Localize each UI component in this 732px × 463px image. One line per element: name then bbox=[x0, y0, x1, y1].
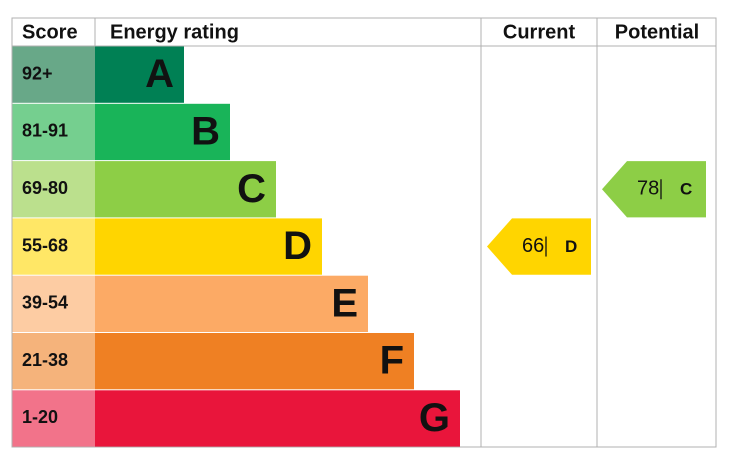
score-label: 21-38 bbox=[22, 350, 68, 370]
grid bbox=[11, 17, 717, 448]
score-label: 69-80 bbox=[22, 178, 68, 198]
rating-bar bbox=[95, 275, 368, 332]
score-cell bbox=[12, 390, 95, 447]
score-cell bbox=[12, 275, 95, 332]
current-letter: D bbox=[565, 237, 577, 256]
frame bbox=[11, 17, 717, 448]
rating-letter: E bbox=[331, 281, 358, 325]
rating-bar bbox=[95, 390, 460, 447]
rating-bar bbox=[95, 333, 414, 390]
rating-letter: G bbox=[419, 396, 450, 440]
potential-value: 78 bbox=[637, 178, 659, 200]
rating-letter: F bbox=[380, 339, 404, 383]
potential-arrow bbox=[602, 161, 706, 218]
current-value: 66 bbox=[522, 235, 544, 257]
score-cell bbox=[12, 103, 95, 161]
header-potential: Potential bbox=[615, 21, 699, 43]
score-cell bbox=[12, 161, 95, 218]
score-label: 39-54 bbox=[22, 293, 68, 313]
rating-letter: B bbox=[191, 110, 220, 154]
rating-letter: A bbox=[145, 52, 174, 96]
rating-bar bbox=[95, 46, 184, 103]
rating-bar bbox=[95, 103, 230, 161]
score-cell bbox=[12, 46, 95, 103]
score-label: 81-91 bbox=[22, 121, 68, 141]
rating-bar bbox=[95, 218, 322, 275]
score-cell bbox=[12, 218, 95, 275]
score-label: 1-20 bbox=[22, 407, 58, 427]
score-cell bbox=[12, 333, 95, 390]
current-arrow bbox=[487, 218, 591, 275]
score-label: 92+ bbox=[22, 63, 53, 83]
rating-letter: D bbox=[283, 224, 312, 268]
rating-bar bbox=[95, 161, 276, 218]
header-current: Current bbox=[503, 21, 576, 43]
header-score: Score bbox=[22, 21, 78, 43]
header-rating: Energy rating bbox=[110, 21, 239, 43]
potential-letter: C bbox=[680, 180, 692, 199]
rating-letter: C bbox=[237, 167, 266, 211]
score-label: 55-68 bbox=[22, 235, 68, 255]
